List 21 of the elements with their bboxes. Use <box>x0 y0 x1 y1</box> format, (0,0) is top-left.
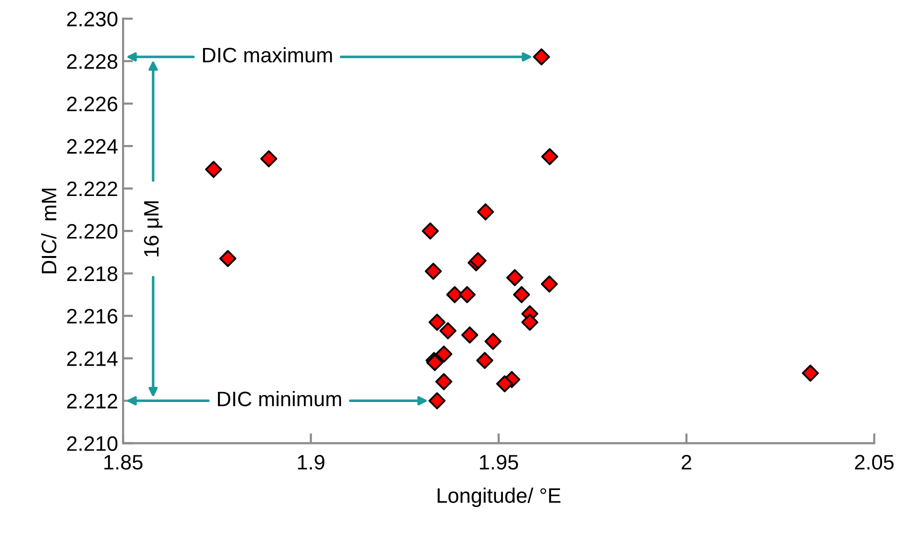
y-tick-label: 2.230 <box>67 12 118 26</box>
x-tick-label: 1.95 <box>480 454 518 470</box>
annotation: 16 μM <box>144 201 163 256</box>
y-tick-label: 2.212 <box>67 394 118 408</box>
x-tick-label: 1.9 <box>298 454 324 470</box>
y-tick-label: 2.224 <box>67 139 118 154</box>
y-tick-label: 2.220 <box>67 224 118 239</box>
annotation: DIC minimum <box>218 391 342 406</box>
x-tick-label: 1.85 <box>104 454 142 470</box>
y-tick-label: 2.214 <box>67 351 118 366</box>
y-tick-label: 2.210 <box>67 436 118 451</box>
y-tick-label: 2.218 <box>67 266 118 282</box>
x-axis-title: Longitude/ °E <box>438 488 560 508</box>
y-tick-label: 2.228 <box>67 54 118 69</box>
annotation: DIC maximum <box>203 47 332 62</box>
y-axis-title: DIC/ mM <box>41 188 56 274</box>
x-tick-label: 2.05 <box>855 454 894 470</box>
y-tick-label: 2.216 <box>67 308 118 324</box>
y-tick-label: 2.222 <box>67 182 118 196</box>
y-tick-label: 2.226 <box>67 96 118 112</box>
x-tick-label: 2 <box>682 454 692 470</box>
